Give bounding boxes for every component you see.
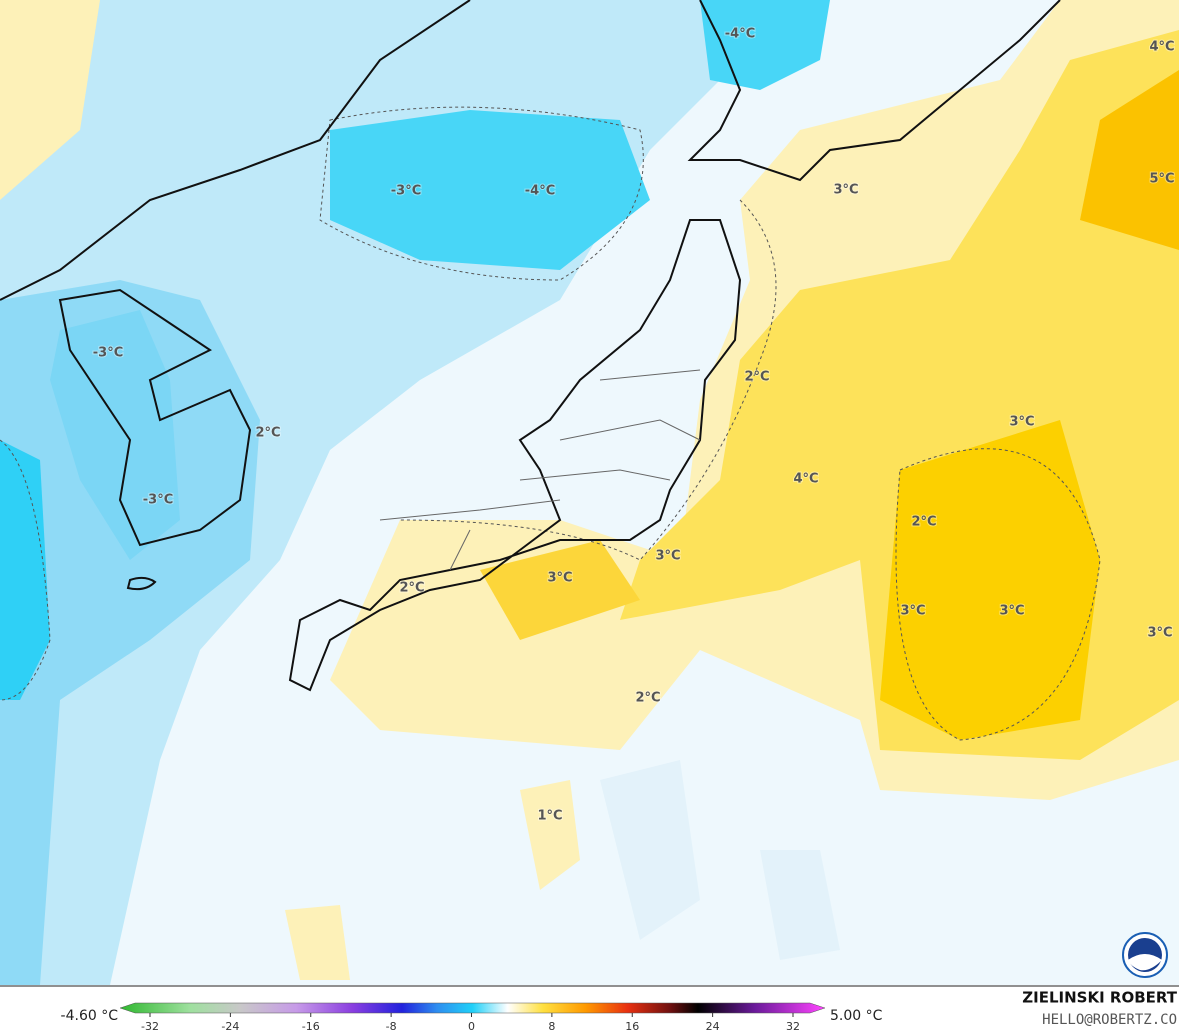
colorbar-tick-label: -32 xyxy=(141,1020,159,1033)
contour-label: 3°C xyxy=(999,604,1024,619)
colorbar-tick-label: -24 xyxy=(221,1020,239,1033)
contour-label: 2°C xyxy=(911,515,936,530)
credit-email: HELLO@ROBERTZ.CO xyxy=(1042,1012,1177,1028)
contour-label: 4°C xyxy=(793,472,818,487)
credit-name: ZIELINSKI ROBERT xyxy=(1022,989,1177,1007)
temperature-field xyxy=(0,0,1179,985)
colorbar-tick-label: -8 xyxy=(386,1020,397,1033)
contour-label: 4°C xyxy=(1149,40,1174,55)
contour-labels: -4°C 4°C -3°C -4°C 3°C 5°C -3°C 2°C 2°C -3°C 3°C 4°… xyxy=(92,26,1176,825)
noaa-logo xyxy=(1122,932,1168,978)
contour-label: -3°C xyxy=(93,346,123,361)
colorbar-tick-label: 16 xyxy=(625,1020,639,1033)
colorbar-tick-label: 32 xyxy=(786,1020,800,1033)
contour-label: -3°C xyxy=(391,184,421,199)
isolines xyxy=(0,106,1101,741)
contour-label: 2°C xyxy=(744,370,769,385)
colorbar-max: 5.00 °C xyxy=(830,1008,883,1024)
contour-label: 3°C xyxy=(1147,626,1172,641)
contour-label: 3°C xyxy=(833,183,858,198)
contour-label: -4°C xyxy=(525,184,555,199)
borders xyxy=(379,369,701,571)
colorbar-tick-label: 8 xyxy=(548,1020,555,1033)
colorbar-tick-label: 24 xyxy=(706,1020,720,1033)
contour-label: -4°C xyxy=(725,27,755,42)
contour-label: 2°C xyxy=(399,581,424,596)
colorbar-tick-label: -16 xyxy=(302,1020,320,1033)
contour-label: 5°C xyxy=(1149,172,1174,187)
contour-label: 3°C xyxy=(655,549,680,564)
contour-label: 3°C xyxy=(1009,415,1034,430)
contour-label: 3°C xyxy=(547,571,572,586)
contour-label: 2°C xyxy=(255,426,280,441)
colorbar-min: -4.60 °C xyxy=(61,1008,119,1024)
contour-label: 2°C xyxy=(635,691,660,706)
contour-label: -3°C xyxy=(143,493,173,508)
colorbar xyxy=(119,1002,826,1014)
contour-label: 1°C xyxy=(537,809,562,824)
contour-label: 3°C xyxy=(900,604,925,619)
colorbar-ticks: -32 -24 -16 -8 0 8 16 24 32 xyxy=(141,1013,800,1033)
colorbar-tick-label: 0 xyxy=(468,1020,475,1033)
